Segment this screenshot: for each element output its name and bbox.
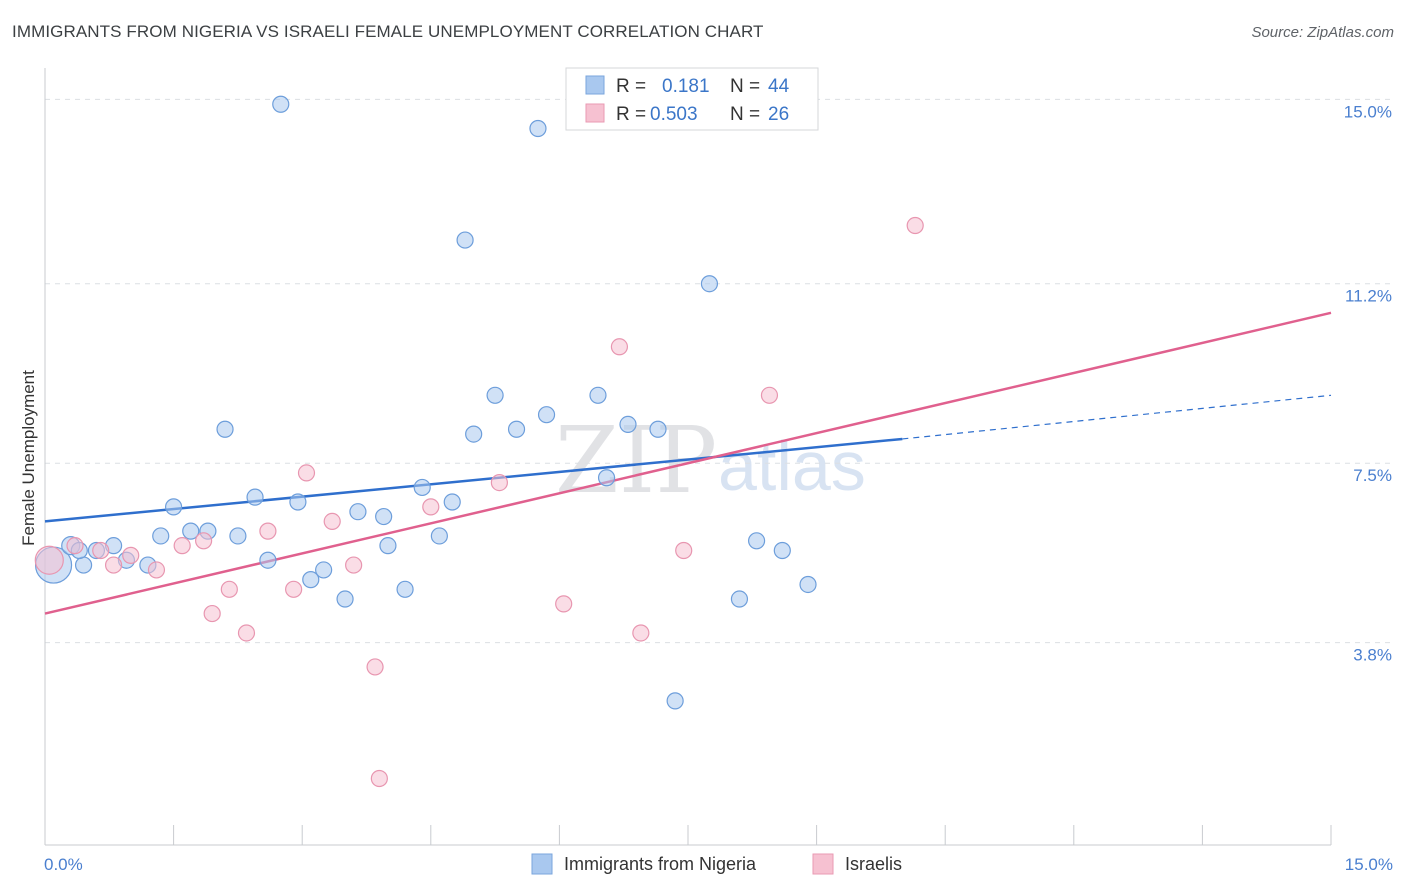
trendlines [44,311,1332,615]
nigeria-point-32 [537,406,556,424]
israelis-trendline [44,311,1332,615]
israelis-point-7 [195,532,213,550]
nigeria-trendline [44,437,903,523]
nigeria-point-20 [349,503,367,521]
israelis-point-21 [610,338,629,356]
x-tick-label-1: 15.0% [1345,855,1393,874]
nigeria-point-33 [589,386,607,404]
nigeria-point-40 [747,532,766,550]
nigeria-point-34 [597,469,616,487]
nigeria-point-28 [465,425,483,443]
nigeria-point-39 [730,590,749,608]
israelis-point-11 [259,522,277,540]
nigeria-point-8 [165,498,183,516]
nigeria-point-36 [649,420,667,438]
israelis-point-1 [66,537,84,555]
israelis-point-25 [906,216,924,235]
tick-labels: 3.8% 7.5% 11.2% 15.0% 0.0% 15.0% [44,102,1393,874]
nigeria-point-35 [619,415,637,433]
legend-swatch-nigeria [585,75,605,95]
axes [44,68,1332,846]
nigeria-point-27 [456,231,474,249]
nigeria-point-18 [315,561,333,579]
nigeria-point-38 [700,275,719,293]
israelis-point-0 [34,545,64,575]
nigeria-point-42 [799,575,817,594]
israelis-point-23 [675,541,693,560]
nigeria-trendline-extension [902,394,1332,440]
bottom-legend-label-nigeria: Immigrants from Nigeria [564,854,757,874]
israelis-point-10 [237,624,256,642]
bottom-legend-swatch-nigeria [531,853,553,875]
legend-r-label-2: R = [616,104,646,125]
legend-n-label-2: N = [730,104,760,125]
legend-r-label-1: R = [616,76,646,97]
nigeria-point-25 [430,527,448,545]
nigeria-point-12 [229,527,247,545]
israelis-point-15 [345,556,363,574]
israelis-point-9 [220,580,238,598]
legend-r-value-1: 0.181 [662,76,710,97]
y-tick-label-3: 15.0% [1344,102,1392,121]
nigeria-point-30 [507,420,526,438]
legend-r-value-2: 0.503 [650,104,698,125]
israelis-point-17 [370,769,388,788]
x-tick-label-0: 0.0% [44,855,83,874]
nigeria-point-26 [443,493,461,511]
nigeria-point-13 [246,488,264,506]
nigeria-point-17 [302,571,320,589]
israelis-point-2 [92,541,110,560]
gridlines [45,98,1392,644]
israelis-point-22 [632,624,650,642]
israelis-point-5 [147,561,166,579]
nigeria-point-19 [336,590,354,608]
israelis-point-14 [323,512,341,531]
legend-n-label-1: N = [730,76,760,97]
bottom-legend-label-israelis: Israelis [845,854,902,874]
nigeria-point-2 [74,556,93,574]
legend-swatch-israelis [585,103,605,123]
israelis-point-4 [122,546,140,564]
nigeria-point-11 [216,420,234,438]
y-tick-label-2: 11.2% [1345,287,1392,306]
nigeria-point-41 [773,541,791,560]
stats-legend: R = 0.181 N = 44 R = 0.503 N = 26 [565,67,819,131]
nigeria-point-16 [289,493,307,511]
israelis-point-24 [760,386,779,404]
israelis-point-6 [173,537,191,555]
israelis-point-16 [366,658,384,676]
data-points [34,95,924,788]
israelis-point-13 [297,464,316,482]
nigeria-point-29 [486,386,504,404]
nigeria-point-21 [375,507,393,526]
israelis-point-12 [285,580,303,598]
nigeria-point-22 [379,537,397,555]
nigeria-point-31 [529,119,547,138]
israelis-point-20 [555,595,573,613]
chart-title: IMMIGRANTS FROM NIGERIA VS ISRAELI FEMAL… [12,22,764,41]
nigeria-point-24 [413,478,431,497]
israelis-point-8 [203,604,221,623]
nigeria-point-37 [666,692,684,710]
bottom-legend-swatch-israelis [812,853,834,875]
legend-n-value-2: 26 [768,104,789,125]
y-tick-label-0: 3.8% [1353,646,1392,665]
israelis-point-18 [422,498,440,516]
nigeria-point-23 [396,580,414,598]
y-axis-title: Female Unemployment [19,370,38,546]
source-note: Source: ZipAtlas.com [1251,24,1394,41]
y-tick-label-1: 7.5% [1353,466,1392,485]
watermark: ZIP atlas [555,407,866,514]
israelis-point-3 [104,556,123,574]
nigeria-point-7 [152,527,170,545]
bottom-legend: Immigrants from Nigeria Israelis [531,853,902,875]
nigeria-point-15 [272,95,290,113]
nigeria-point-14 [259,551,277,569]
israelis-point-19 [490,474,508,492]
legend-n-value-1: 44 [768,76,790,97]
nigeria-point-9 [182,522,200,540]
